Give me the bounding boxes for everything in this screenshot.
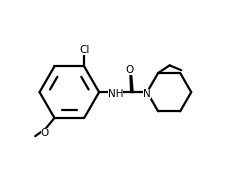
Text: NH: NH bbox=[108, 89, 123, 99]
Text: O: O bbox=[125, 65, 133, 75]
Text: Cl: Cl bbox=[79, 45, 90, 55]
Text: O: O bbox=[41, 128, 49, 138]
Text: N: N bbox=[143, 89, 151, 99]
